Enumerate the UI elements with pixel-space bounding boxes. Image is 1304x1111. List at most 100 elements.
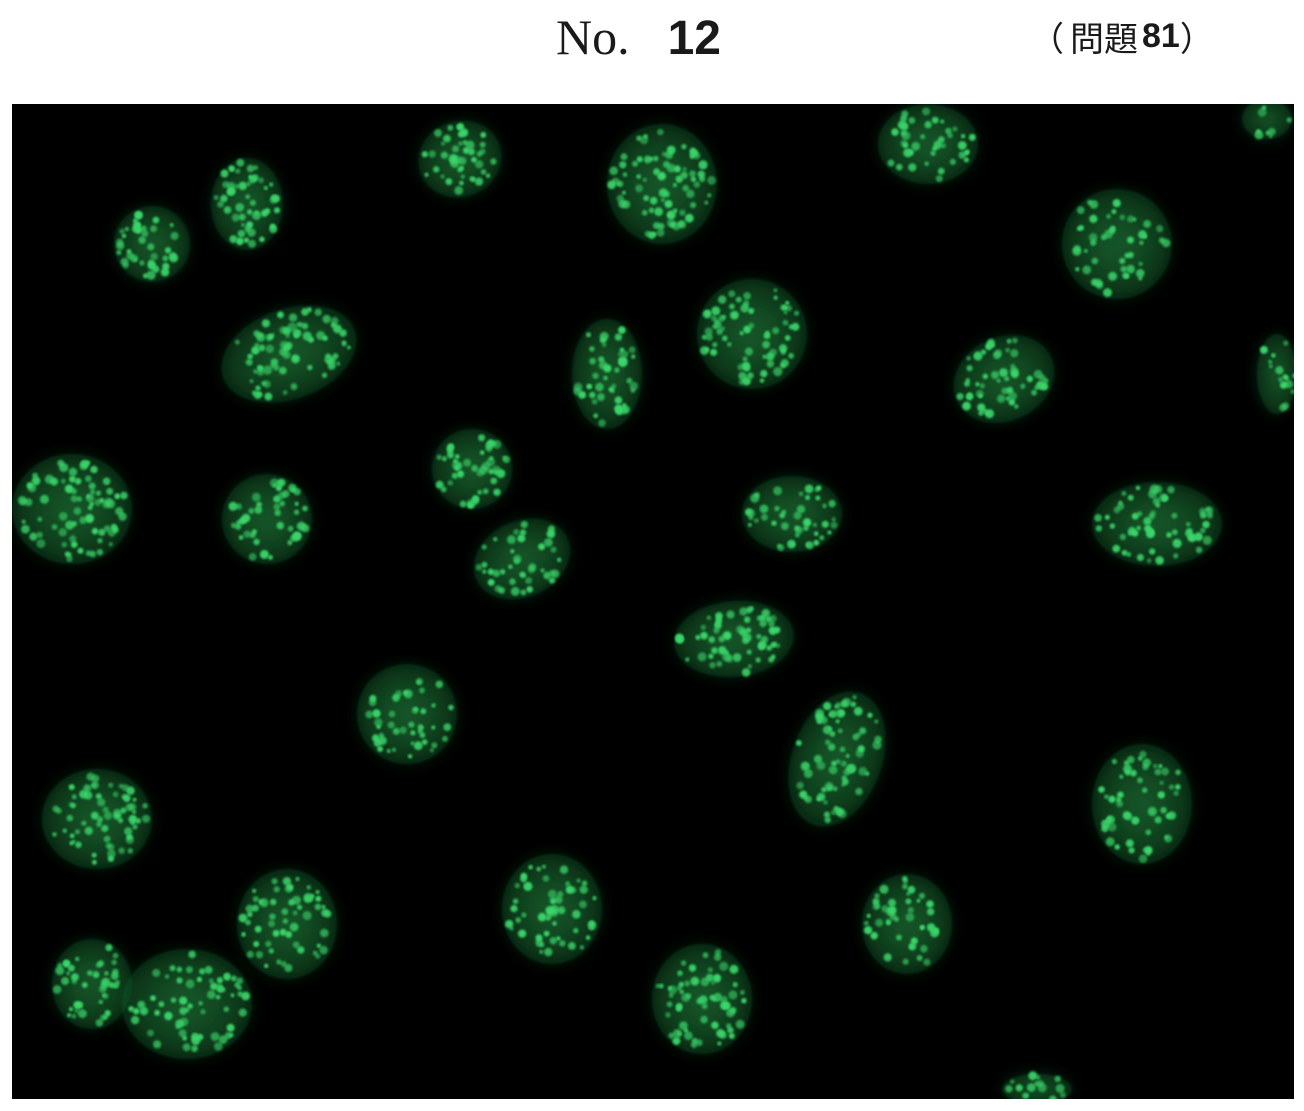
speckle-dot (905, 912, 915, 922)
cell-nucleus (600, 116, 724, 252)
speckle-dot (741, 668, 751, 677)
speckle-dot (1112, 544, 1121, 553)
speckle-dot (169, 223, 174, 228)
speckle-dot (320, 928, 329, 938)
speckle-dot (269, 196, 278, 204)
cells-layer (12, 104, 1294, 1099)
speckle-dot (660, 197, 666, 203)
speckle-dot (217, 200, 225, 208)
speckle-dot (316, 330, 326, 340)
speckle-dot (254, 506, 263, 514)
speckle-dot (1090, 238, 1097, 245)
speckle-dot (716, 328, 723, 335)
speckle-dot (1139, 750, 1147, 758)
speckle-dot (683, 1031, 693, 1041)
speckle-dot (213, 195, 219, 201)
question-close-paren: ） (1179, 20, 1214, 60)
speckle-dot (835, 759, 841, 765)
speckle-dot (339, 329, 347, 337)
speckle-dot (866, 913, 871, 918)
speckle-dot (77, 547, 84, 554)
speckle-dot (794, 525, 800, 531)
speckle-dot (52, 985, 62, 994)
speckle-dot (322, 314, 331, 324)
speckle-dot (595, 382, 604, 392)
speckle-dot (783, 310, 788, 315)
speckle-dot (539, 949, 544, 954)
speckle-dot (36, 531, 43, 539)
speckle-dot (392, 693, 400, 702)
speckle-dot (210, 1032, 220, 1042)
speckle-dot (1282, 374, 1288, 380)
speckle-dot (79, 516, 87, 524)
speckle-dot (652, 231, 657, 237)
speckle-dot (102, 477, 111, 486)
speckle-dot (506, 535, 516, 545)
speckle-dot (36, 539, 46, 548)
speckle-dot (677, 970, 683, 976)
speckle-dot (916, 955, 923, 961)
speckle-dot (164, 974, 170, 979)
speckle-dot (1127, 494, 1134, 501)
speckle-dot (90, 782, 96, 788)
speckle-dot (471, 464, 479, 472)
speckle-dot (253, 369, 258, 374)
speckle-dot (1136, 525, 1141, 531)
speckle-dot (885, 920, 891, 926)
speckle-dot (538, 543, 546, 551)
speckle-dot (154, 1009, 160, 1016)
speckle-dot (107, 528, 116, 537)
speckle-dot (711, 306, 721, 316)
speckle-dot (719, 961, 729, 971)
speckle-dot (373, 738, 382, 747)
speckle-dot (330, 322, 337, 329)
speckle-dot (520, 520, 528, 529)
speckle-dot (292, 328, 302, 338)
speckle-dot (39, 494, 49, 504)
speckle-dot (417, 728, 423, 734)
speckle-dot (1006, 386, 1014, 395)
speckle-dot (70, 541, 78, 548)
speckle-dot (874, 903, 881, 909)
speckle-dot (906, 891, 911, 896)
speckle-dot (824, 781, 834, 791)
speckle-dot (66, 971, 71, 976)
speckle-dot (477, 489, 483, 495)
speckle-dot (122, 262, 129, 269)
speckle-dot (119, 228, 125, 235)
speckle-dot (1111, 209, 1117, 215)
speckle-dot (399, 726, 407, 734)
speckle-dot (966, 356, 971, 361)
speckle-dot (642, 177, 647, 182)
speckle-dot (663, 191, 670, 198)
speckle-dot (139, 260, 145, 266)
speckle-dot (288, 313, 298, 322)
speckle-dot (540, 568, 545, 573)
speckle-dot (834, 704, 839, 709)
speckle-dot (1094, 514, 1102, 522)
speckle-dot (21, 519, 26, 524)
speckle-dot (1116, 800, 1124, 808)
speckle-dot (112, 968, 119, 976)
speckle-dot (722, 631, 732, 640)
cell-nucleus (427, 424, 517, 514)
speckle-dot (920, 944, 928, 953)
speckle-dot (713, 992, 723, 1002)
speckle-dot (467, 148, 475, 156)
speckle-dot (636, 135, 642, 141)
speckle-dot (435, 680, 444, 689)
speckle-dot (81, 820, 87, 826)
speckle-dot (224, 1032, 232, 1040)
speckle-dot (113, 808, 122, 818)
speckle-dot (1164, 834, 1173, 843)
speckle-dot (837, 728, 843, 734)
speckle-dot (185, 1007, 190, 1013)
speckle-dot (908, 163, 917, 172)
speckle-dot (728, 990, 738, 1000)
speckle-dot (302, 911, 312, 921)
speckle-dot (179, 1007, 188, 1015)
speckle-dot (759, 378, 765, 383)
speckle-dot (1118, 500, 1123, 505)
speckle-dot (525, 577, 533, 585)
speckle-dot (554, 895, 563, 904)
